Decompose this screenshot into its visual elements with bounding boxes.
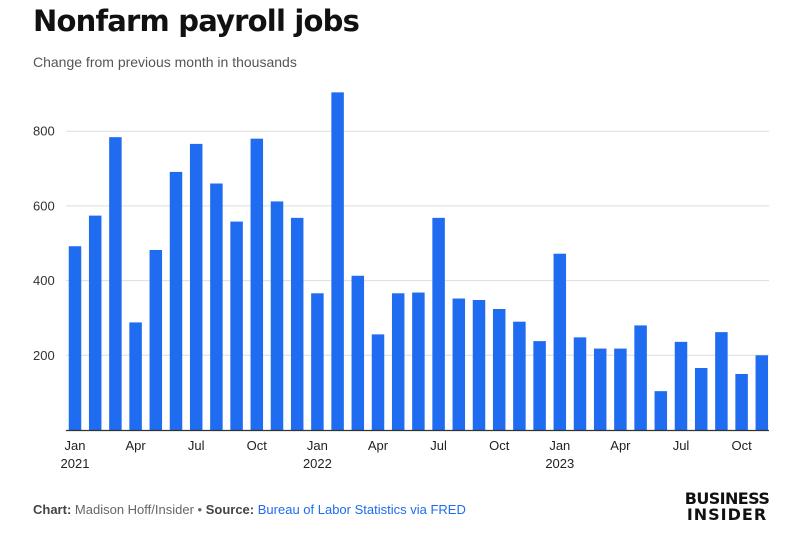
source-label: Source: — [205, 502, 255, 517]
bar-35 — [755, 355, 769, 430]
chart-credit-label: Chart: — [33, 502, 72, 517]
x-tick-label-24: Jan — [549, 438, 570, 453]
y-tick-label-600: 600 — [33, 198, 55, 213]
x-tick-year-2022: 2022 — [303, 456, 332, 471]
bar-17 — [391, 293, 405, 430]
bar-25 — [553, 253, 567, 430]
bar-29 — [634, 325, 647, 430]
x-tick-label-21: Oct — [489, 438, 510, 453]
x-tick-label-6: Jul — [188, 438, 205, 453]
bar-3 — [109, 137, 122, 430]
x-tick-label-12: Jan — [307, 438, 328, 453]
bar-5 — [149, 249, 163, 430]
bar-27 — [593, 348, 607, 430]
logo-line-1: BUSINESS — [684, 489, 770, 508]
bar-2 — [88, 215, 102, 430]
bar-33 — [715, 332, 728, 430]
business-insider-logo: BUSINESS INSIDER — [684, 491, 770, 523]
bar-20 — [452, 298, 466, 430]
bar-32 — [694, 367, 708, 430]
bar-1 — [68, 246, 82, 430]
x-tick-label-15: Apr — [368, 438, 389, 453]
x-tick-label-3: Apr — [125, 438, 146, 453]
bar-23 — [513, 321, 526, 430]
logo-line-2: INSIDER — [686, 505, 768, 524]
bar-12 — [290, 217, 304, 430]
bar-21 — [472, 300, 486, 430]
x-tick-label-27: Apr — [610, 438, 631, 453]
footer-separator: • — [197, 502, 203, 517]
bar-8 — [210, 183, 223, 430]
bar-24 — [533, 341, 546, 430]
x-tick-year-2021: 2021 — [61, 456, 90, 471]
bar-6 — [169, 171, 183, 430]
bar-16 — [371, 334, 385, 430]
chart-credit: Madison Hoff/Insider — [74, 502, 194, 517]
bar-10 — [250, 138, 264, 431]
bar-9 — [230, 221, 243, 430]
bar-14 — [331, 92, 344, 430]
bar-31 — [674, 341, 688, 430]
x-tick-label-33: Oct — [731, 438, 752, 453]
chart-footer: Chart: Madison Hoff/Insider • Source: Bu… — [33, 502, 466, 517]
bar-19 — [432, 217, 445, 430]
bar-18 — [412, 292, 425, 430]
bar-34 — [735, 373, 748, 430]
y-tick-label-800: 800 — [33, 124, 55, 139]
x-tick-year-2023: 2023 — [545, 456, 574, 471]
bar-11 — [270, 201, 284, 430]
bar-26 — [573, 337, 587, 430]
x-tick-label-30: Jul — [673, 438, 690, 453]
x-tick-label-18: Jul — [430, 438, 447, 453]
y-tick-label-200: 200 — [33, 348, 55, 363]
y-tick-label-400: 400 — [33, 273, 55, 288]
bar-15 — [351, 275, 365, 430]
bar-22 — [492, 308, 506, 430]
x-tick-label-9: Oct — [247, 438, 268, 453]
bar-4 — [129, 322, 142, 430]
bar-28 — [614, 348, 627, 430]
x-tick-label-0: Jan — [65, 438, 86, 453]
bar-13 — [311, 293, 324, 430]
bar-30 — [654, 391, 668, 430]
chart-title: Nonfarm payroll jobs — [33, 4, 360, 38]
source-link[interactable]: Bureau of Labor Statistics via FRED — [257, 502, 466, 517]
bar-7 — [189, 143, 203, 431]
chart-subtitle: Change from previous month in thousands — [33, 54, 297, 70]
